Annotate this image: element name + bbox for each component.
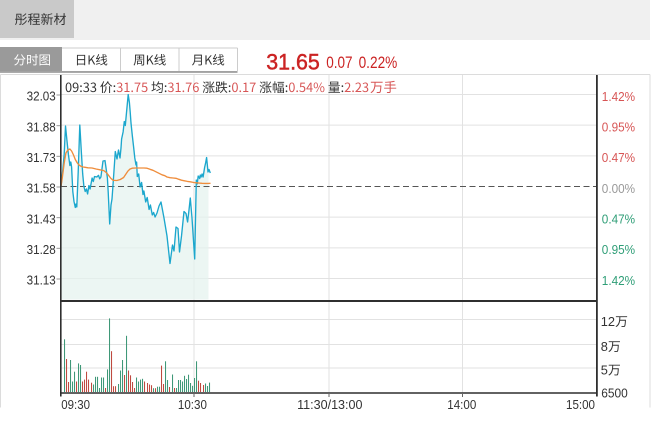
svg-text:0.47%: 0.47% [602,211,635,226]
svg-text:31.65: 31.65 [266,49,320,74]
svg-text:5: 5 [601,363,608,378]
svg-text:0.07: 0.07 [326,54,352,72]
svg-text:0.95%: 0.95% [602,119,635,134]
svg-text:0.47%: 0.47% [602,150,635,165]
svg-text:14:00: 14:00 [447,397,476,412]
svg-text:31.43: 31.43 [27,211,56,226]
svg-text:12: 12 [601,314,615,329]
svg-text:0.95%: 0.95% [602,242,635,257]
svg-text:32.03: 32.03 [27,89,56,104]
svg-text:31.58: 31.58 [27,181,56,196]
svg-text:15:00: 15:00 [566,397,595,412]
svg-text:31.28: 31.28 [27,242,56,257]
svg-text:0.22%: 0.22% [359,54,398,72]
svg-text:31.73: 31.73 [27,150,56,165]
svg-text:31.13: 31.13 [27,273,56,288]
svg-text:0.00%: 0.00% [602,181,635,196]
svg-text:8: 8 [601,339,608,354]
svg-text:10:30: 10:30 [178,397,207,412]
svg-text:6500: 6500 [601,386,628,401]
svg-text:1.42%: 1.42% [602,89,635,104]
svg-text:31.88: 31.88 [27,119,56,134]
svg-text:09:30: 09:30 [61,397,90,412]
svg-text:1.42%: 1.42% [602,273,635,288]
svg-text:11:30/13:00: 11:30/13:00 [297,397,362,412]
